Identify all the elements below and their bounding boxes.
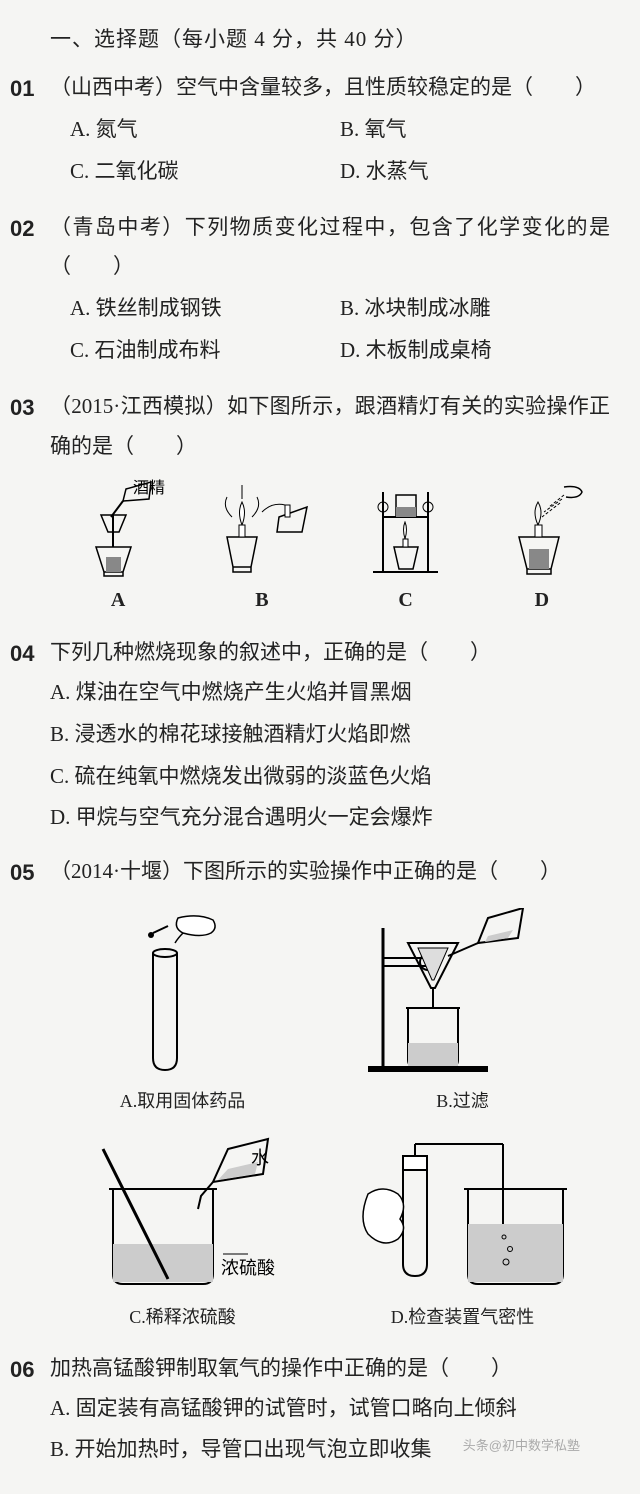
figure-label: B [255,581,268,619]
figure-label: C [398,581,412,619]
stem: （山西中考）空气中含量较多，且性质较稳定的是（ ） [50,68,610,108]
lamp-light-icon [207,477,317,577]
filtration-icon [348,908,578,1078]
lamp-pour-icon: 酒精 [71,477,166,577]
options: A. 铁丝制成钢铁 B. 冰块制成冰雕 C. 石油制成布料 D. 木板制成桌椅 [50,289,610,373]
question-05: 05 （2014·十堰）下图所示的实验操作中正确的是（ ） A.取用固体药品 [50,852,610,1334]
figure-d: D [494,477,589,619]
figure-a: 酒精 A [71,477,166,619]
option-a: A. 煤油在空气中燃烧产生火焰并冒黑烟 [50,673,610,713]
figure-label: D [535,581,549,619]
figure-c: 水 浓硫酸 C.稀释浓硫酸 [73,1134,293,1334]
lamp-blow-icon [494,477,589,577]
source: （2014·十堰） [50,859,183,883]
source: （山西中考） [50,75,176,99]
stem-text: 空气中含量较多，且性质较稳定的是（ ） [176,75,596,99]
figure-caption: C.稀释浓硫酸 [129,1300,236,1334]
option-b: B. 浸透水的棉花球接触酒精灯火焰即燃 [50,715,610,755]
watermark: 头条@初中数学私塾 [463,1434,580,1459]
stem: 下列几种燃烧现象的叙述中，正确的是（ ） [50,633,610,673]
option-d: D. 水蒸气 [340,152,610,192]
options: A. 煤油在空气中燃烧产生火焰并冒黑烟 B. 浸透水的棉花球接触酒精灯火焰即燃 … [50,673,610,839]
qnum: 02 [10,208,34,250]
option-b: B. 冰块制成冰雕 [340,289,610,329]
solid-tube-icon [83,908,283,1078]
qnum: 01 [10,68,34,110]
figure-row: 酒精 A B [50,477,610,619]
figure-row-2: 水 浓硫酸 C.稀释浓硫酸 D.检查装置气密性 [50,1134,610,1334]
stem: （青岛中考）下列物质变化过程中，包含了化学变化的是（ ） [50,208,610,288]
stem: （2014·十堰）下图所示的实验操作中正确的是（ ） [50,852,610,892]
figure-b: B.过滤 [348,908,578,1118]
option-d: D. 木板制成桌椅 [340,331,610,371]
option-d: D. 甲烷与空气充分混合遇明火一定会爆炸 [50,798,610,838]
stem-text: 下图所示的实验操作中正确的是（ ） [183,859,561,883]
svg-text:水: 水 [251,1148,269,1168]
lamp-heat-icon [358,477,453,577]
option-c: C. 二氧化碳 [70,152,340,192]
figure-caption: B.过滤 [436,1084,489,1118]
stem: 加热高锰酸钾制取氧气的操作中正确的是（ ） [50,1349,610,1389]
option-c: C. 硫在纯氧中燃烧发出微弱的淡蓝色火焰 [50,757,610,797]
qnum: 03 [10,387,34,429]
section-title: 一、选择题（每小题 4 分，共 40 分） [50,20,610,60]
qnum: 04 [10,633,34,675]
qnum: 05 [10,852,34,894]
airtight-icon [338,1134,588,1294]
figure-d: D.检查装置气密性 [338,1134,588,1334]
question-03: 03 （2015·江西模拟）如下图所示，跟酒精灯有关的实验操作正确的是（ ） 酒… [50,387,610,619]
figure-a: A.取用固体药品 [83,908,283,1118]
option-a: A. 铁丝制成钢铁 [70,289,340,329]
question-01: 01 （山西中考）空气中含量较多，且性质较稳定的是（ ） A. 氮气 B. 氧气… [50,68,610,194]
option-a: A. 固定装有高锰酸钾的试管时，试管口略向上倾斜 [50,1389,610,1429]
figure-caption: A.取用固体药品 [120,1084,246,1118]
question-06: 06 加热高锰酸钾制取氧气的操作中正确的是（ ） A. 固定装有高锰酸钾的试管时… [50,1349,610,1471]
source: （2015·江西模拟） [50,394,227,418]
option-c: C. 石油制成布料 [70,331,340,371]
figure-row-1: A.取用固体药品 B.过滤 [50,908,610,1118]
dilute-acid-icon: 水 浓硫酸 [73,1134,293,1294]
option-a: A. 氮气 [70,110,340,150]
question-04: 04 下列几种燃烧现象的叙述中，正确的是（ ） A. 煤油在空气中燃烧产生火焰并… [50,633,610,838]
question-02: 02 （青岛中考）下列物质变化过程中，包含了化学变化的是（ ） A. 铁丝制成钢… [50,208,610,374]
figure-c: C [358,477,453,619]
figure-caption: D.检查装置气密性 [391,1300,535,1334]
source: （青岛中考） [50,215,185,239]
qnum: 06 [10,1349,34,1391]
option-b: B. 氧气 [340,110,610,150]
options: A. 氮气 B. 氧气 C. 二氧化碳 D. 水蒸气 [50,110,610,194]
svg-text:浓硫酸: 浓硫酸 [221,1258,275,1278]
figure-b: B [207,477,317,619]
stem: （2015·江西模拟）如下图所示，跟酒精灯有关的实验操作正确的是（ ） [50,387,610,467]
figure-label: A [111,581,125,619]
